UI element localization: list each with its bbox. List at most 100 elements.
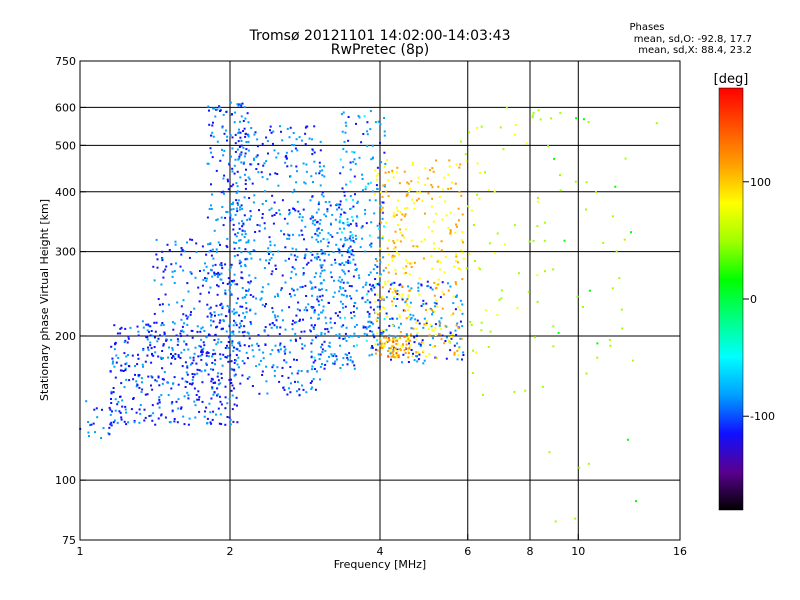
data-point — [396, 342, 399, 345]
data-point — [301, 384, 303, 387]
data-point — [239, 120, 241, 123]
data-point — [127, 335, 130, 338]
data-point — [409, 262, 412, 265]
data-point — [354, 234, 357, 237]
data-point — [214, 359, 217, 362]
data-point — [379, 339, 382, 342]
data-point — [247, 332, 250, 335]
data-point — [208, 355, 210, 358]
data-point — [312, 306, 315, 309]
data-point — [230, 382, 233, 384]
data-point — [304, 225, 307, 228]
data-point — [158, 398, 161, 401]
data-point — [141, 320, 144, 323]
data-point — [355, 289, 358, 292]
data-point — [291, 144, 294, 146]
data-point — [503, 243, 506, 246]
data-point — [375, 184, 378, 187]
data-point — [234, 213, 237, 216]
data-point — [177, 354, 180, 357]
data-point — [176, 338, 179, 341]
data-point — [232, 334, 235, 337]
data-point — [119, 395, 121, 398]
data-point — [147, 375, 150, 378]
data-point — [149, 325, 152, 328]
data-points — [79, 101, 658, 523]
data-point — [399, 349, 402, 352]
data-point — [218, 106, 221, 109]
data-point — [232, 223, 235, 226]
data-point — [123, 341, 126, 344]
data-point — [458, 346, 461, 349]
data-point — [240, 276, 243, 279]
data-point — [154, 379, 157, 382]
data-point — [377, 227, 380, 230]
data-point — [295, 138, 298, 141]
data-point — [233, 164, 236, 167]
data-point — [343, 243, 346, 246]
data-point — [412, 327, 415, 330]
data-point — [392, 214, 395, 217]
data-point — [374, 121, 377, 124]
data-point — [255, 168, 258, 170]
data-point — [444, 200, 447, 203]
data-point — [151, 404, 154, 407]
data-point — [119, 327, 122, 330]
data-point — [362, 325, 365, 328]
data-point — [263, 162, 266, 165]
data-point — [246, 218, 249, 221]
data-point — [164, 293, 167, 296]
data-point — [318, 303, 321, 306]
data-point — [161, 350, 164, 352]
data-point — [356, 202, 359, 204]
data-point — [347, 139, 350, 142]
data-point — [241, 229, 244, 232]
data-point — [123, 420, 126, 423]
data-point — [188, 256, 191, 259]
data-point — [233, 273, 236, 276]
data-point — [199, 270, 201, 272]
data-point — [255, 365, 258, 368]
data-point — [295, 321, 298, 324]
data-point — [200, 370, 203, 373]
data-point — [315, 238, 318, 241]
data-point — [376, 349, 379, 352]
data-point — [222, 190, 225, 193]
data-point — [202, 341, 205, 344]
data-point — [238, 146, 241, 148]
data-point — [345, 339, 348, 342]
data-point — [387, 253, 390, 256]
data-point — [341, 187, 344, 190]
data-point — [340, 293, 343, 296]
data-point — [441, 290, 444, 293]
data-point — [470, 209, 473, 212]
data-point — [243, 296, 246, 299]
data-point — [319, 365, 322, 368]
data-point — [177, 340, 180, 343]
data-point — [366, 130, 369, 133]
data-point — [524, 389, 527, 392]
data-point — [379, 204, 382, 207]
data-point — [212, 349, 215, 352]
colorbar-tick-label: 0 — [750, 293, 757, 306]
data-point — [264, 190, 267, 193]
data-point — [228, 162, 231, 165]
data-point — [528, 240, 531, 243]
data-point — [217, 271, 220, 274]
data-point — [328, 341, 331, 344]
data-point — [391, 317, 394, 320]
data-point — [391, 304, 394, 307]
data-point — [284, 246, 287, 249]
data-point — [344, 212, 347, 214]
data-point — [229, 214, 232, 217]
data-point — [359, 246, 362, 249]
data-point — [403, 215, 406, 218]
data-point — [361, 297, 364, 300]
data-point — [222, 154, 225, 157]
data-point — [432, 220, 435, 223]
data-point — [199, 292, 202, 295]
data-point — [292, 132, 295, 134]
data-point — [141, 388, 144, 391]
data-point — [382, 330, 385, 333]
data-point — [253, 157, 255, 160]
